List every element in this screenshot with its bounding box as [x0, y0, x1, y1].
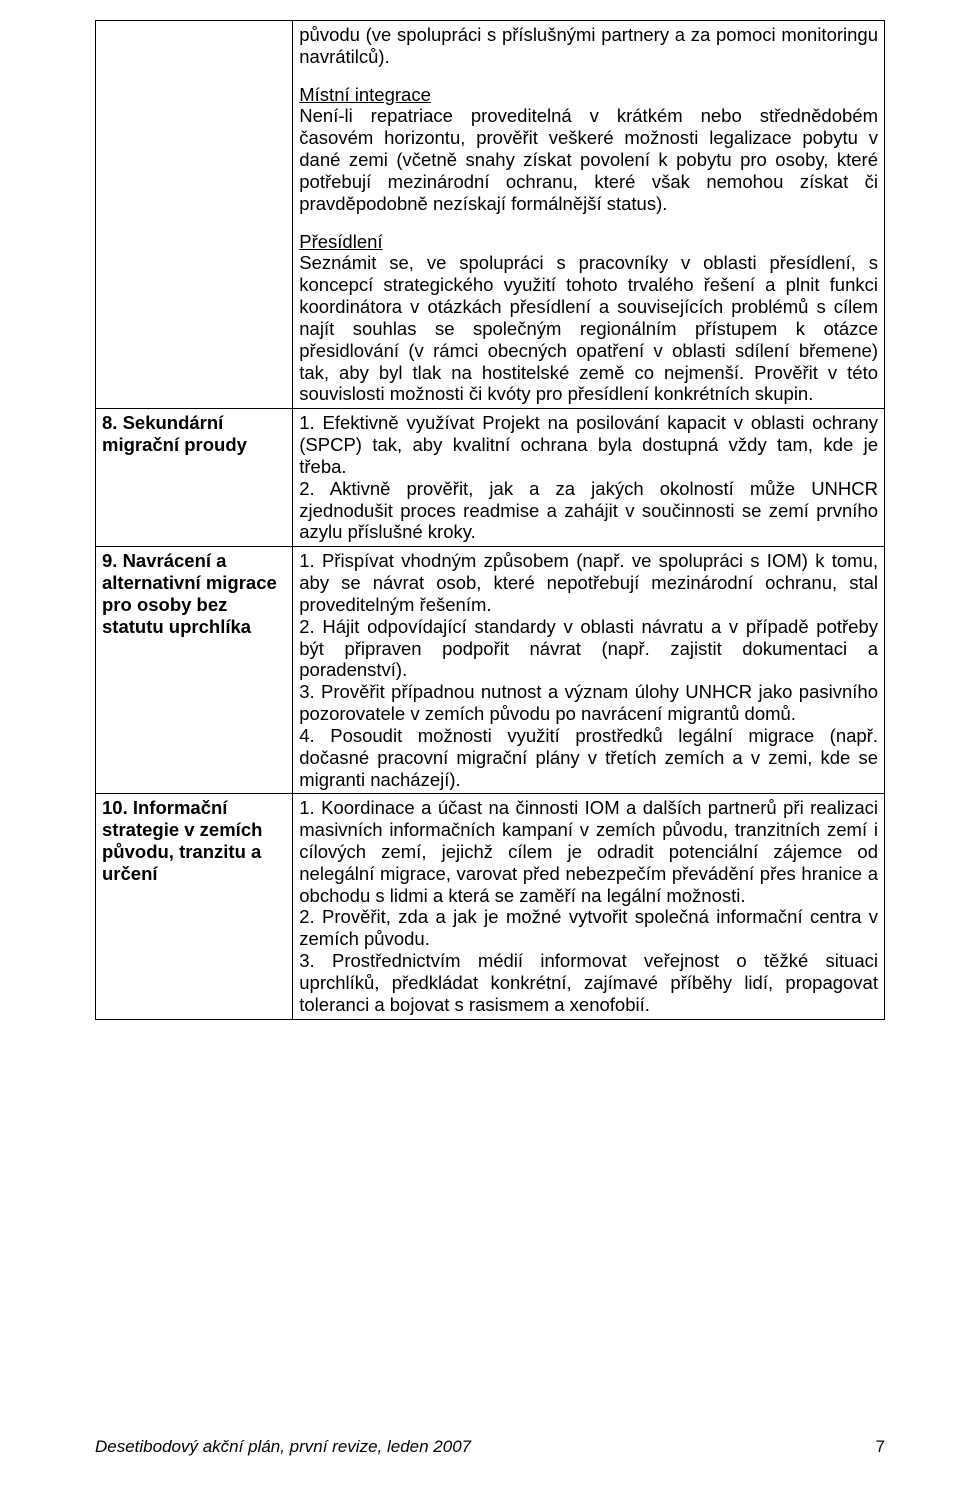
numbered-item: 4. Posoudit možnosti využití prostředků … [299, 725, 878, 790]
document-page: původu (ve spolupráci s příslušnými part… [0, 0, 960, 1487]
paragraph: Seznámit se, ve spolupráci s pracovníky … [299, 252, 878, 405]
table-row: 10. Informační strategie v zemích původu… [96, 794, 885, 1019]
paragraph: Není-li repatriace proveditelná v krátké… [299, 105, 878, 214]
row-heading-cell: 8. Sekundární migrační proudy [96, 409, 293, 547]
numbered-item: 2. Prověřit, zda a jak je možné vytvořit… [299, 906, 878, 950]
row-heading-cell [96, 21, 293, 409]
numbered-item: 2. Aktivně prověřit, jak a za jakých oko… [299, 478, 878, 543]
row-heading-text: 9. Navrácení a alternativní migrace pro … [102, 550, 277, 636]
numbered-item: 2. Hájit odpovídající standardy v oblast… [299, 616, 878, 681]
page-footer: Desetibodový akční plán, první revize, l… [95, 1437, 885, 1457]
row-content-cell: 1. Efektivně využívat Projekt na posilov… [293, 409, 885, 547]
row-heading-text: 8. Sekundární migrační proudy [102, 412, 247, 455]
content-table: původu (ve spolupráci s příslušnými part… [95, 20, 885, 1020]
row-heading-cell: 10. Informační strategie v zemích původu… [96, 794, 293, 1019]
numbered-item: 3. Prostřednictvím médií informovat veře… [299, 950, 878, 1015]
section-heading: Přesídlení [299, 231, 878, 253]
paragraph: původu (ve spolupráci s příslušnými part… [299, 24, 878, 68]
footer-left-text: Desetibodový akční plán, první revize, l… [95, 1437, 471, 1457]
numbered-item: 1. Přispívat vhodným způsobem (např. ve … [299, 550, 878, 615]
footer-page-number: 7 [876, 1437, 885, 1457]
section-heading: Místní integrace [299, 84, 878, 106]
row-content-cell: 1. Koordinace a účast na činnosti IOM a … [293, 794, 885, 1019]
row-heading-cell: 9. Navrácení a alternativní migrace pro … [96, 547, 293, 794]
table-row: 9. Navrácení a alternativní migrace pro … [96, 547, 885, 794]
row-content-cell: původu (ve spolupráci s příslušnými part… [293, 21, 885, 409]
numbered-item: 1. Efektivně využívat Projekt na posilov… [299, 412, 878, 477]
numbered-item: 3. Prověřit případnou nutnost a význam ú… [299, 681, 878, 725]
table-row: původu (ve spolupráci s příslušnými part… [96, 21, 885, 409]
row-heading-text: 10. Informační strategie v zemích původu… [102, 797, 262, 883]
table-row: 8. Sekundární migrační proudy 1. Efektivn… [96, 409, 885, 547]
row-content-cell: 1. Přispívat vhodným způsobem (např. ve … [293, 547, 885, 794]
numbered-item: 1. Koordinace a účast na činnosti IOM a … [299, 797, 878, 906]
